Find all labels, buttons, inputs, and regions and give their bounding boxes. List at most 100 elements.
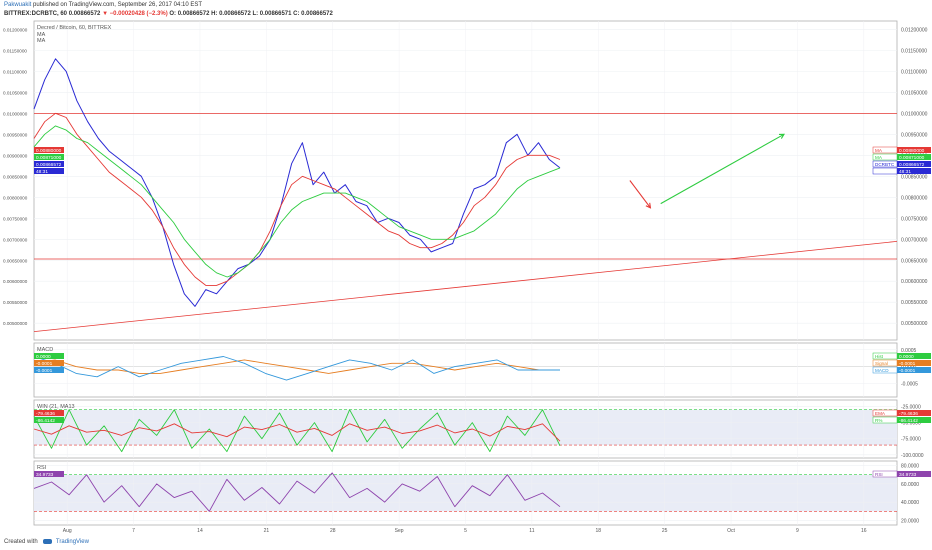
value-tag-left [34,353,64,359]
pane-title: WIN (21, MA13 [37,404,75,410]
y-tick-label: -25.0000 [901,404,921,410]
series-line [33,423,561,442]
value-tag-text: -79.4636 [899,411,918,417]
value-tag-label-text: MACD [875,368,889,373]
value-tag-text: -86.4142 [899,418,918,424]
y-tick-label: 0.00600000 [901,279,928,285]
value-tag-text: -0.0001 [36,368,53,374]
y-tick-label: 0.01200000 [901,27,928,33]
value-tag-right [897,168,931,174]
trend-line [33,240,898,333]
value-tag-label-text: RSI [875,472,883,477]
series-line [33,359,560,374]
y-tick-label: 0.00550000 [901,300,928,306]
y-tick-label-left: 0.00650000 [3,258,28,263]
tradingview-brand-link[interactable]: TradingView [55,539,89,546]
pane-title: RSI [37,465,47,471]
x-tick-label: 9 [796,528,799,534]
value-tag-text: 0.00880000 [36,148,62,154]
y-tick-label-left: 0.01000000 [3,111,28,116]
arrow-line [660,133,785,205]
y-tick-label: 60.0000 [901,482,919,488]
value-tag-text: 34.9733 [36,472,54,478]
value-tag-left [34,147,64,153]
created-with-text: Created with [4,539,38,546]
value-tag-right [897,410,931,416]
y-tick-label-left: 0.01200000 [3,27,28,32]
value-tag-label-text: MA [875,155,883,160]
value-tag-text: -0.0001 [36,361,53,367]
arrow-head [645,202,652,209]
series-line [33,472,561,512]
value-tag-right [897,154,931,160]
value-tag-text: -0.0001 [899,361,916,367]
y-tick-label: 0.00750000 [901,216,928,222]
y-tick-label: 0.01150000 [901,48,927,54]
tradingview-logo-icon [43,539,53,544]
series-line [33,112,561,286]
x-tick-label: 7 [132,528,135,534]
symbol: BITTREX:DCRBTC, 60 [4,11,68,17]
x-tick-label: 5 [464,528,467,534]
y-tick-label-left: 0.00500000 [3,321,28,326]
y-tick-label: 0.01100000 [901,69,927,75]
value-tag-text: 48:31 [36,169,48,175]
y-tick-label-left: 0.00900000 [3,153,28,158]
x-tick-label: 28 [330,528,336,534]
y-tick-label-left: 0.01150000 [3,48,27,53]
x-tick-label: 14 [197,528,203,534]
value-tag-label-text: MA [875,148,883,153]
value-tag-label-text: R% [875,418,882,423]
y-tick-label: 0.00800000 [901,195,928,201]
y-tick-label: 0.01050000 [901,90,928,96]
symbol-info: BITTREX:DCRBTC, 60 0.00866572 ▼ −0.00020… [4,11,333,17]
y-tick-label: 0.00700000 [901,237,928,243]
x-tick-label: 16 [861,528,867,534]
x-tick-label: Aug [63,528,72,534]
value-tag-right [897,417,931,423]
pane-title: Decred / Bitcoin, 60, BITTREX [37,25,112,31]
y-tick-label-left: 0.01050000 [3,90,28,95]
value-tag-left [34,360,64,366]
y-tick-label: 0.01000000 [901,111,928,117]
x-tick-label: Sep [395,528,404,534]
legend-entry: MA [37,38,46,44]
value-tag-label-text: Hist [875,354,884,359]
value-tag-text: -0.0001 [899,368,916,374]
value-tag-right [897,367,931,373]
published-text: published on TradingView.com, September … [33,2,203,8]
arrow-line [629,180,651,209]
y-tick-label: -100.0000 [901,453,924,459]
series-line [33,125,561,278]
y-tick-label-left: 0.00950000 [3,132,28,137]
value-tag-text: 0.00871000 [36,155,62,161]
y-tick-label: 0.00650000 [901,258,928,264]
value-tag-text: 0.00866572 [36,162,62,168]
value-tag-left [34,168,64,174]
value-tag-text: 34.9733 [899,472,917,478]
y-tick-label: 0.00850000 [901,174,928,180]
y-tick-label: -0.0005 [901,382,918,388]
author-link[interactable]: Pakwuakit [4,2,32,8]
value-tag-text: 0.0000 [36,354,51,360]
value-tag-text: 0.00880000 [899,148,925,154]
y-tick-label: 40.0000 [901,500,919,506]
value-tag-label-text: DCRBTC [875,162,895,167]
y-tick-label-left: 0.00700000 [3,237,28,242]
y-tick-label-left: 0.00600000 [3,279,28,284]
value-tag-left [34,161,64,167]
x-tick-label: 25 [662,528,668,534]
series-line [33,356,560,381]
value-tag-right [897,360,931,366]
value-tag-right [897,161,931,167]
value-tag-text: 0.00866572 [899,162,925,168]
y-tick-label: 0.00950000 [901,132,928,138]
x-tick-label: 18 [595,528,601,534]
legend-entry: MA [37,32,46,38]
series-line [33,409,561,453]
value-tag-right-label [872,167,898,175]
value-tag-label-text: Signal [875,361,888,366]
value-tag-left [34,154,64,160]
value-tag-label-text: EMA [875,411,886,416]
